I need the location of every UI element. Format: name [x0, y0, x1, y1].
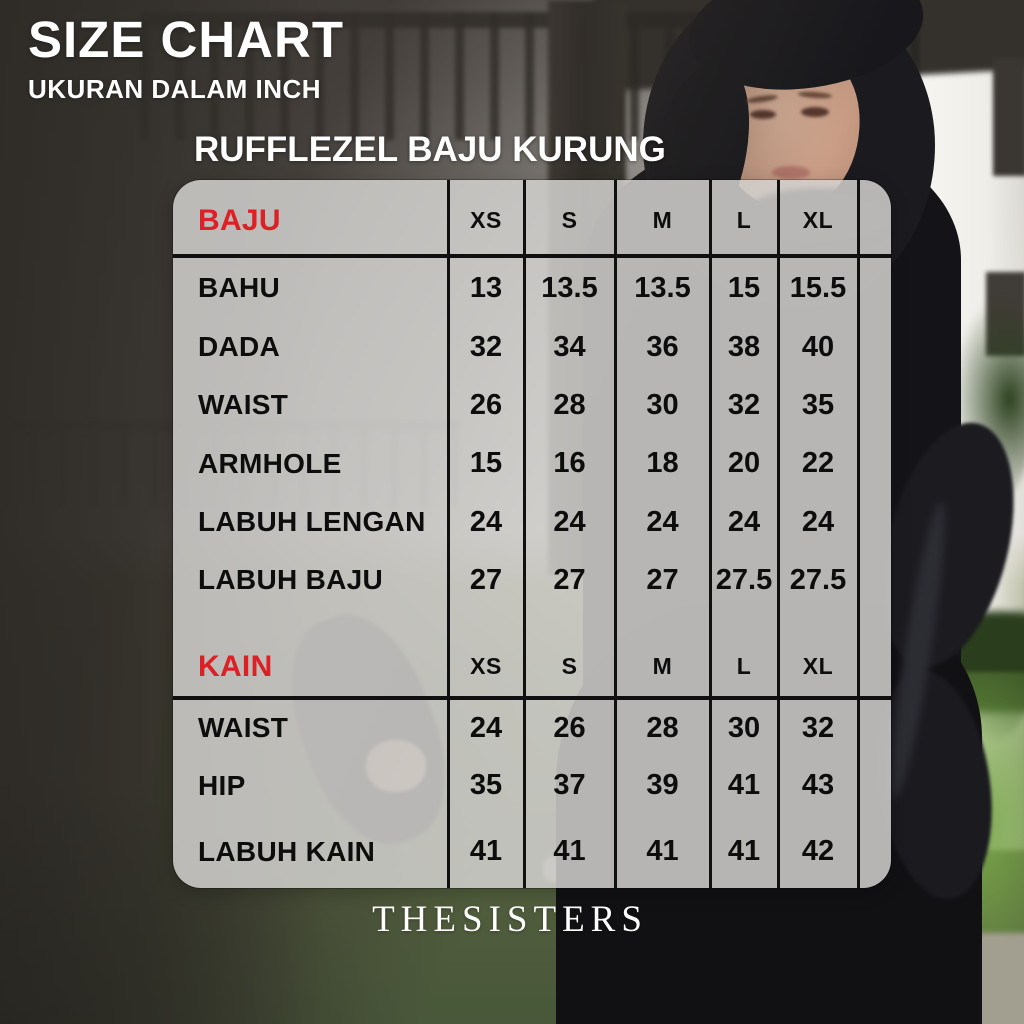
brand-logo-text: THESISTERS — [372, 899, 648, 940]
size-value-cell: 26 — [446, 376, 524, 434]
table-row: LABUH BAJU 27 27 27 27.5 27.5 — [173, 551, 891, 609]
section-title-baju: BAJU — [173, 180, 448, 258]
size-value-cell: 43 — [776, 756, 858, 815]
size-value-cell: 27 — [613, 551, 710, 609]
empty-cell — [856, 815, 891, 888]
empty-cell — [856, 434, 891, 493]
size-value-cell: 20 — [708, 434, 778, 493]
table-row: KAIN XS S M L XL — [173, 609, 891, 700]
size-value-cell: 32 — [708, 376, 778, 434]
size-chart-panel: BAJU XS S M L XL BAHU 13 13.5 13.5 15 15… — [173, 180, 891, 888]
size-value-cell: 30 — [613, 376, 710, 434]
size-column-header: XS — [446, 180, 524, 258]
size-value-cell: 37 — [522, 756, 615, 815]
section-title-kain: KAIN — [173, 609, 448, 700]
size-value-cell: 27 — [522, 551, 615, 609]
size-column-header: S — [522, 609, 615, 700]
size-value-cell: 34 — [522, 318, 615, 376]
size-value-cell: 27.5 — [708, 551, 778, 609]
table-row: HIP 35 37 39 41 43 — [173, 756, 891, 815]
row-label: WAIST — [198, 712, 289, 743]
size-value-cell: 38 — [708, 318, 778, 376]
empty-cell — [856, 551, 891, 609]
size-value-cell: 24 — [446, 698, 524, 756]
empty-cell — [856, 493, 891, 551]
size-value-cell: 15.5 — [776, 256, 858, 318]
size-value-cell: 27 — [446, 551, 524, 609]
table-row: BAHU 13 13.5 13.5 15 15.5 — [173, 256, 891, 318]
table-row: ARMHOLE 15 16 18 20 22 — [173, 434, 891, 493]
size-value-cell: 36 — [613, 318, 710, 376]
size-value-cell: 16 — [522, 434, 615, 493]
empty-cell — [856, 698, 891, 756]
empty-cell — [856, 180, 891, 258]
row-label: LABUH LENGAN — [198, 506, 426, 537]
size-value-cell: 13.5 — [613, 256, 710, 318]
size-value-cell: 35 — [446, 756, 524, 815]
size-value-cell: 28 — [522, 376, 615, 434]
table-row: WAIST 24 26 28 30 32 — [173, 698, 891, 756]
size-value-cell: 32 — [446, 318, 524, 376]
size-column-header: XL — [776, 609, 858, 700]
page-subtitle: UKURAN DALAM INCH — [28, 74, 322, 104]
size-value-cell: 28 — [613, 698, 710, 756]
empty-cell — [856, 609, 891, 700]
size-value-cell: 13 — [446, 256, 524, 318]
size-value-cell: 26 — [522, 698, 615, 756]
size-value-cell: 24 — [708, 493, 778, 551]
row-label: DADA — [198, 331, 281, 362]
size-value-cell: 22 — [776, 434, 858, 493]
size-column-header: L — [708, 609, 778, 700]
size-column-header: M — [613, 180, 710, 258]
product-name: RUFFLEZEL BAJU KURUNG — [194, 130, 666, 169]
size-value-cell: 24 — [776, 493, 858, 551]
size-value-cell: 24 — [613, 493, 710, 551]
table-row: LABUH KAIN 41 41 41 41 42 — [173, 815, 891, 888]
row-label: LABUH BAJU — [198, 564, 383, 595]
row-label: LABUH KAIN — [198, 835, 376, 867]
row-label: HIP — [198, 769, 246, 801]
size-column-header: S — [522, 180, 615, 258]
size-value-cell: 35 — [776, 376, 858, 434]
table-row: LABUH LENGAN 24 24 24 24 24 — [173, 493, 891, 551]
empty-cell — [856, 756, 891, 815]
size-value-cell: 41 — [708, 815, 778, 888]
size-value-cell: 15 — [446, 434, 524, 493]
size-value-cell: 39 — [613, 756, 710, 815]
size-table: BAJU XS S M L XL BAHU 13 13.5 13.5 15 15… — [173, 180, 891, 888]
size-value-cell: 32 — [776, 698, 858, 756]
size-value-cell: 24 — [522, 493, 615, 551]
row-label: WAIST — [198, 389, 289, 420]
size-value-cell: 15 — [708, 256, 778, 318]
size-column-header: XS — [446, 609, 524, 700]
size-value-cell: 30 — [708, 698, 778, 756]
size-value-cell: 18 — [613, 434, 710, 493]
size-value-cell: 41 — [522, 815, 615, 888]
size-value-cell: 42 — [776, 815, 858, 888]
page-title: SIZE CHART — [28, 11, 344, 68]
size-value-cell: 27.5 — [776, 551, 858, 609]
table-row: WAIST 26 28 30 32 35 — [173, 376, 891, 434]
size-value-cell: 40 — [776, 318, 858, 376]
table-row: BAJU XS S M L XL — [173, 180, 891, 258]
empty-cell — [856, 256, 891, 318]
size-value-cell: 13.5 — [522, 256, 615, 318]
row-label: BAHU — [198, 272, 281, 303]
empty-cell — [856, 376, 891, 434]
size-value-cell: 41 — [708, 756, 778, 815]
size-column-header: L — [708, 180, 778, 258]
size-value-cell: 41 — [446, 815, 524, 888]
size-value-cell: 41 — [613, 815, 710, 888]
empty-cell — [856, 318, 891, 376]
size-value-cell: 24 — [446, 493, 524, 551]
table-row: DADA 32 34 36 38 40 — [173, 318, 891, 376]
size-column-header: M — [613, 609, 710, 700]
row-label: ARMHOLE — [198, 447, 342, 479]
size-column-header: XL — [776, 180, 858, 258]
